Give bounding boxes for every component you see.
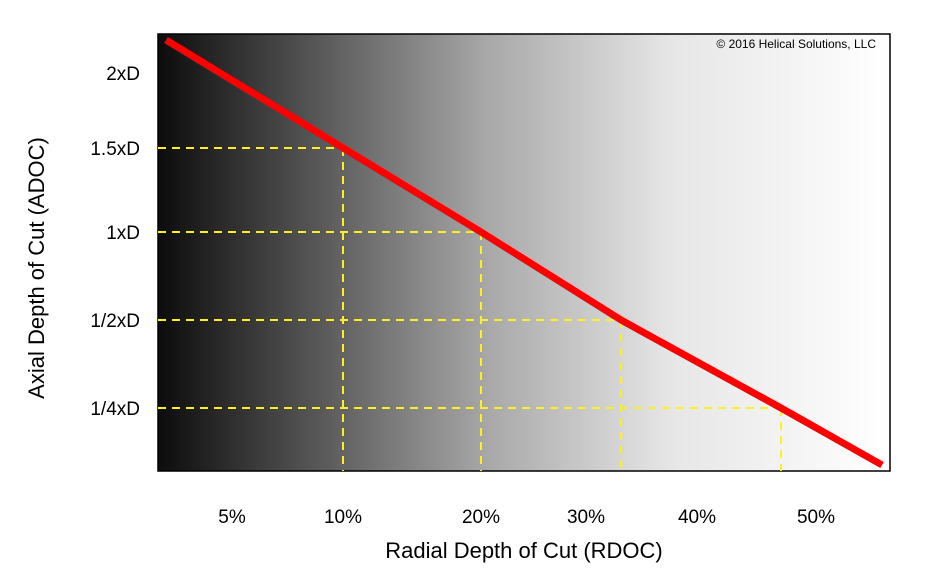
x-tick-label-5: 50% <box>797 507 835 528</box>
y-tick-label-3: 1/2xD <box>90 311 140 332</box>
x-tick-label-3: 30% <box>567 507 605 528</box>
x-tick-label-0: 5% <box>218 507 246 528</box>
x-tick-labels: 5% 10% 20% 30% 40% 50% <box>218 507 835 528</box>
y-tick-label-4: 1/4xD <box>90 399 140 420</box>
series-layer <box>164 37 884 469</box>
x-tick-label-1: 10% <box>324 507 362 528</box>
y-tick-label-2: 1xD <box>106 223 140 244</box>
x-tick-label-4: 40% <box>678 507 716 528</box>
y-tick-label-1: 1.5xD <box>90 139 140 160</box>
series-line-0 <box>164 37 884 469</box>
reference-lines <box>158 147 782 471</box>
copyright-text: © 2016 Helical Solutions, LLC <box>716 37 876 51</box>
x-axis-title: Radial Depth of Cut (RDOC) <box>385 538 663 563</box>
x-tick-label-2: 20% <box>462 507 500 528</box>
y-axis-title: Axial Depth of Cut (ADOC) <box>24 137 49 399</box>
y-tick-labels: 2xD 1.5xD 1xD 1/2xD 1/4xD <box>90 64 140 420</box>
y-tick-label-0: 2xD <box>106 64 140 85</box>
